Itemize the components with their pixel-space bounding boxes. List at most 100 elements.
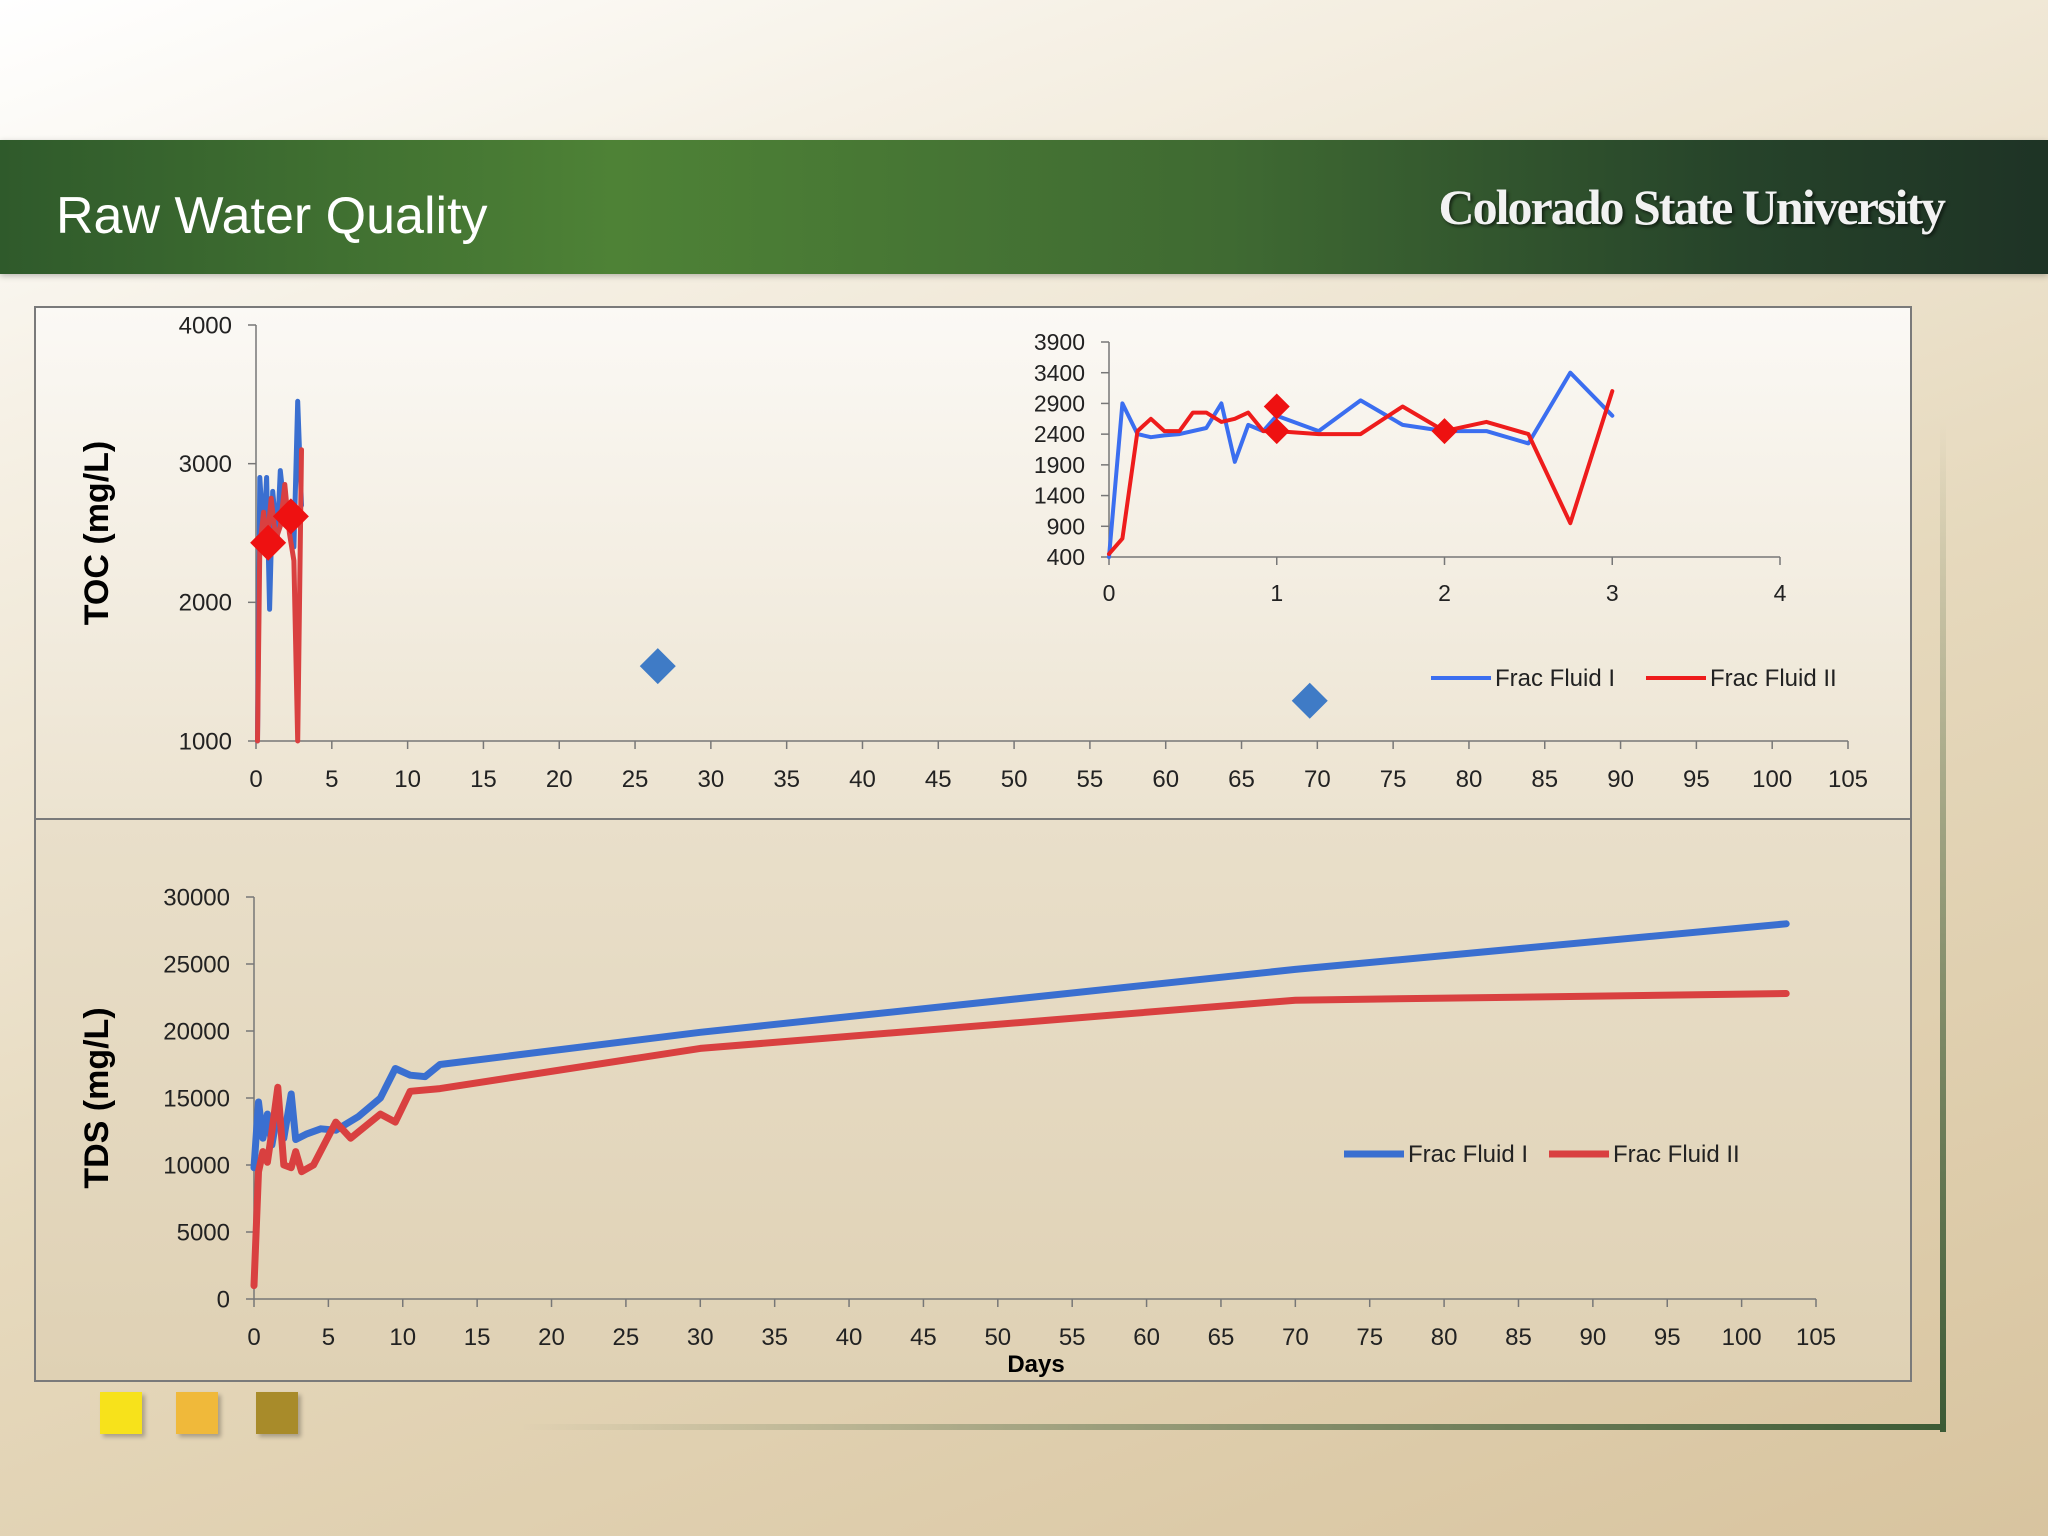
data-marker: [639, 648, 676, 685]
x-tick-label: 95: [1654, 1324, 1681, 1351]
y-tick-label: 0: [217, 1286, 230, 1313]
x-tick-label: 50: [984, 1324, 1011, 1351]
y-tick-label: 400: [1047, 544, 1085, 570]
decorative-line-horizontal: [520, 1424, 1946, 1430]
legend-label: Frac Fluid II: [1613, 1141, 1740, 1168]
x-tick-label: 75: [1380, 766, 1407, 793]
x-tick-label: 20: [546, 766, 573, 793]
x-tick-label: 35: [761, 1324, 788, 1351]
x-tick-label: 60: [1152, 766, 1179, 793]
decorative-square-yellow: [100, 1392, 142, 1434]
decorative-square-olive: [256, 1392, 298, 1434]
y-tick-label: 5000: [177, 1219, 230, 1246]
series-line-1: [1107, 370, 1615, 559]
data-marker: [1291, 682, 1328, 719]
y-tick-label: 1400: [1034, 483, 1085, 509]
x-tick-label: 45: [925, 766, 952, 793]
x-tick-label: 55: [1077, 766, 1104, 793]
x-tick-label: 85: [1505, 1324, 1532, 1351]
x-tick-label: 50: [1001, 766, 1028, 793]
x-tick-label: 1: [1270, 580, 1283, 606]
data-marker: [250, 524, 287, 561]
header-banner: [0, 140, 2048, 274]
tds-group: 0 5000 10000 15000 20000 25000 30000 0 5 10 15 20 25…: [78, 884, 1836, 1378]
data-marker: [1263, 393, 1290, 420]
series-line-2: [255, 447, 304, 744]
y-tick-label: 3900: [1034, 329, 1085, 355]
y-tick-label: 2900: [1034, 390, 1085, 416]
x-tick-label: 80: [1456, 766, 1483, 793]
tds-chart: 0 5000 10000 15000 20000 25000 30000 0 5 10 15 20 25…: [78, 884, 1836, 1378]
x-tick-label: 10: [389, 1324, 416, 1351]
x-tick-label: 25: [622, 766, 649, 793]
x-tick-label: 15: [464, 1324, 491, 1351]
y-tick-label: 20000: [163, 1018, 230, 1045]
series-line-2: [1107, 389, 1615, 556]
y-tick-label: 2400: [1034, 421, 1085, 447]
x-tick-label: 45: [910, 1324, 937, 1351]
x-tick-label: 0: [247, 1324, 260, 1351]
decorative-square-orange: [176, 1392, 218, 1434]
y-tick-label: 900: [1047, 513, 1085, 539]
x-tick-label: 90: [1580, 1324, 1607, 1351]
x-tick-label: 85: [1531, 766, 1558, 793]
legend-label: Frac Fluid I: [1495, 665, 1615, 692]
x-tick-label: 40: [836, 1324, 863, 1351]
legend-label: Frac Fluid II: [1710, 665, 1837, 692]
x-tick-label: 3: [1606, 580, 1619, 606]
toc-inset-group: 400 900 1400 1900 2400 2900 3400 3900 0 1 2 3 4 Frac …: [1034, 329, 1837, 692]
data-marker: [1431, 418, 1458, 445]
x-tick-label: 100: [1752, 766, 1792, 793]
y-tick-label: 4000: [179, 312, 232, 339]
toc-chart-panel: 1000 2000 3000 4000 0 5 10 15 20 25 30 35 40 45 50 55 60…: [34, 306, 1912, 820]
y-tick-label: 3400: [1034, 360, 1085, 386]
series-line-2: [250, 990, 1790, 1290]
x-tick-label: 20: [538, 1324, 565, 1351]
y-axis-label: TDS (mg/L): [78, 1007, 116, 1188]
x-tick-label: 10: [394, 766, 421, 793]
x-tick-label: 70: [1282, 1324, 1309, 1351]
y-tick-label: 30000: [163, 884, 230, 911]
y-axis-label: TOC (mg/L): [78, 441, 116, 625]
x-tick-label: 100: [1722, 1324, 1762, 1351]
y-tick-label: 1900: [1034, 452, 1085, 478]
data-marker: [272, 498, 309, 535]
x-tick-label: 105: [1828, 766, 1868, 793]
x-tick-label: 65: [1228, 766, 1255, 793]
x-tick-label: 25: [613, 1324, 640, 1351]
x-tick-label: 5: [325, 766, 338, 793]
x-tick-label: 105: [1796, 1324, 1836, 1351]
y-tick-label: 10000: [163, 1152, 230, 1179]
x-tick-label: 4: [1774, 580, 1787, 606]
x-tick-label: 80: [1431, 1324, 1458, 1351]
x-tick-label: 95: [1683, 766, 1710, 793]
y-tick-label: 2000: [179, 590, 232, 617]
x-tick-label: 30: [698, 766, 725, 793]
x-tick-label: 30: [687, 1324, 714, 1351]
y-tick-label: 15000: [163, 1085, 230, 1112]
x-tick-label: 15: [470, 766, 497, 793]
x-axis-label: Days: [1007, 1351, 1064, 1378]
y-tick-label: 1000: [179, 728, 232, 755]
x-tick-label: 0: [1103, 580, 1116, 606]
slide-title: Raw Water Quality: [56, 187, 488, 245]
data-marker: [1263, 418, 1290, 445]
x-tick-label: 35: [773, 766, 800, 793]
y-tick-label: 25000: [163, 951, 230, 978]
legend-label: Frac Fluid I: [1408, 1141, 1528, 1168]
x-tick-label: 55: [1059, 1324, 1086, 1351]
x-tick-label: 60: [1133, 1324, 1160, 1351]
decorative-line-vertical: [1940, 420, 1946, 1432]
x-tick-label: 65: [1208, 1324, 1235, 1351]
x-tick-label: 5: [322, 1324, 335, 1351]
university-logo: Colorado State University: [1438, 179, 1946, 235]
x-tick-label: 90: [1607, 766, 1634, 793]
x-tick-label: 2: [1438, 580, 1451, 606]
series-line-1: [250, 920, 1790, 1172]
x-tick-label: 40: [849, 766, 876, 793]
x-tick-label: 0: [249, 766, 262, 793]
tds-chart-panel: 0 5000 10000 15000 20000 25000 30000 0 5 10 15 20 25…: [34, 818, 1912, 1382]
x-tick-label: 70: [1304, 766, 1331, 793]
